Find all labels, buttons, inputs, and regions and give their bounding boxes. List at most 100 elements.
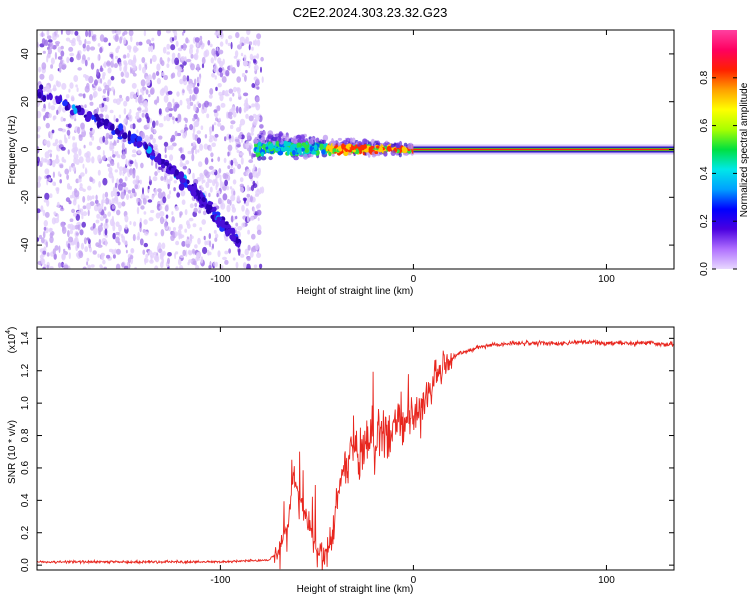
noise-point [46, 35, 52, 40]
noise-point [155, 120, 159, 126]
noise-point [143, 30, 147, 37]
noise-point [55, 80, 59, 87]
noise-point [60, 45, 64, 50]
noise-point [82, 205, 87, 210]
noise-point [220, 202, 226, 210]
noise-point [245, 113, 249, 119]
signal-point [343, 151, 349, 157]
signal-point [263, 130, 266, 136]
noise-point [44, 151, 50, 159]
noise-point [243, 60, 249, 67]
noise-point [248, 172, 253, 180]
noise-point [227, 144, 233, 152]
noise-point [169, 154, 174, 161]
noise-point [189, 47, 193, 55]
noise-point [237, 163, 242, 170]
noise-point [100, 222, 103, 227]
noise-point [44, 192, 50, 201]
noise-point [139, 238, 144, 246]
noise-point [216, 105, 221, 112]
noise-point [57, 127, 63, 132]
noise-point [171, 134, 176, 142]
noise-point [243, 54, 247, 61]
snr-ytick-label: 1.0 [20, 396, 31, 410]
noise-point [209, 240, 212, 248]
noise-point [219, 265, 224, 269]
noise-point [132, 234, 136, 242]
noise-point [144, 195, 150, 199]
noise-point [163, 115, 166, 122]
noise-point [199, 227, 203, 231]
noise-point [145, 79, 151, 87]
noise-point [246, 256, 251, 262]
signal-point [303, 144, 310, 149]
noise-point [245, 103, 250, 111]
noise-point [245, 201, 250, 207]
noise-point [54, 245, 59, 251]
noise-point [82, 211, 88, 217]
noise-point [115, 263, 121, 269]
noise-point [246, 214, 250, 223]
noise-point [122, 138, 127, 143]
noise-point [189, 235, 194, 240]
noise-point [230, 120, 236, 125]
noise-point [38, 234, 43, 240]
snr-xtick-label: 0 [411, 575, 417, 586]
noise-point [145, 76, 150, 80]
noise-point [214, 133, 219, 138]
noise-point [176, 91, 180, 97]
noise-point [77, 67, 82, 71]
noise-point [104, 191, 109, 198]
noise-point [163, 222, 168, 228]
trace-point [230, 234, 235, 242]
noise-point [82, 196, 86, 203]
noise-point [247, 229, 251, 235]
noise-point [241, 204, 245, 212]
noise-point [84, 38, 87, 46]
noise-point [89, 101, 94, 106]
noise-point [159, 200, 163, 206]
spectrogram-ytick-label: 40 [20, 48, 31, 60]
noise-point [181, 31, 185, 36]
noise-point [64, 134, 66, 140]
noise-point [224, 259, 229, 265]
noise-point [189, 101, 194, 106]
noise-point [86, 44, 90, 52]
noise-point [246, 168, 251, 174]
noise-point [52, 171, 56, 178]
noise-point [54, 217, 60, 224]
noise-point [152, 137, 156, 144]
noise-point [217, 57, 222, 64]
noise-point [76, 126, 81, 134]
signal-point [376, 145, 380, 149]
noise-point [52, 35, 57, 41]
noise-point [94, 199, 99, 205]
noise-point [56, 34, 60, 38]
signal-point [402, 147, 408, 154]
noise-point [45, 84, 50, 93]
noise-point [245, 208, 249, 213]
noise-point [54, 52, 58, 60]
noise-point [125, 95, 130, 102]
trace-point [235, 236, 239, 244]
noise-point [152, 120, 156, 129]
noise-point [165, 214, 169, 219]
noise-point [201, 56, 206, 65]
noise-point [196, 130, 201, 135]
noise-point [155, 71, 160, 76]
snr-ytick-label: 0.8 [20, 428, 31, 442]
noise-point [143, 211, 147, 215]
noise-point [181, 147, 184, 154]
noise-point [139, 221, 142, 229]
noise-point [48, 102, 51, 110]
noise-point [78, 93, 84, 97]
noise-point [52, 115, 56, 121]
noise-point [121, 142, 125, 151]
noise-point [41, 62, 47, 70]
noise-point [253, 207, 256, 214]
noise-point [103, 222, 109, 230]
snr-ytick-label: 1.2 [20, 363, 31, 377]
noise-point [178, 224, 183, 229]
noise-point [69, 223, 74, 231]
